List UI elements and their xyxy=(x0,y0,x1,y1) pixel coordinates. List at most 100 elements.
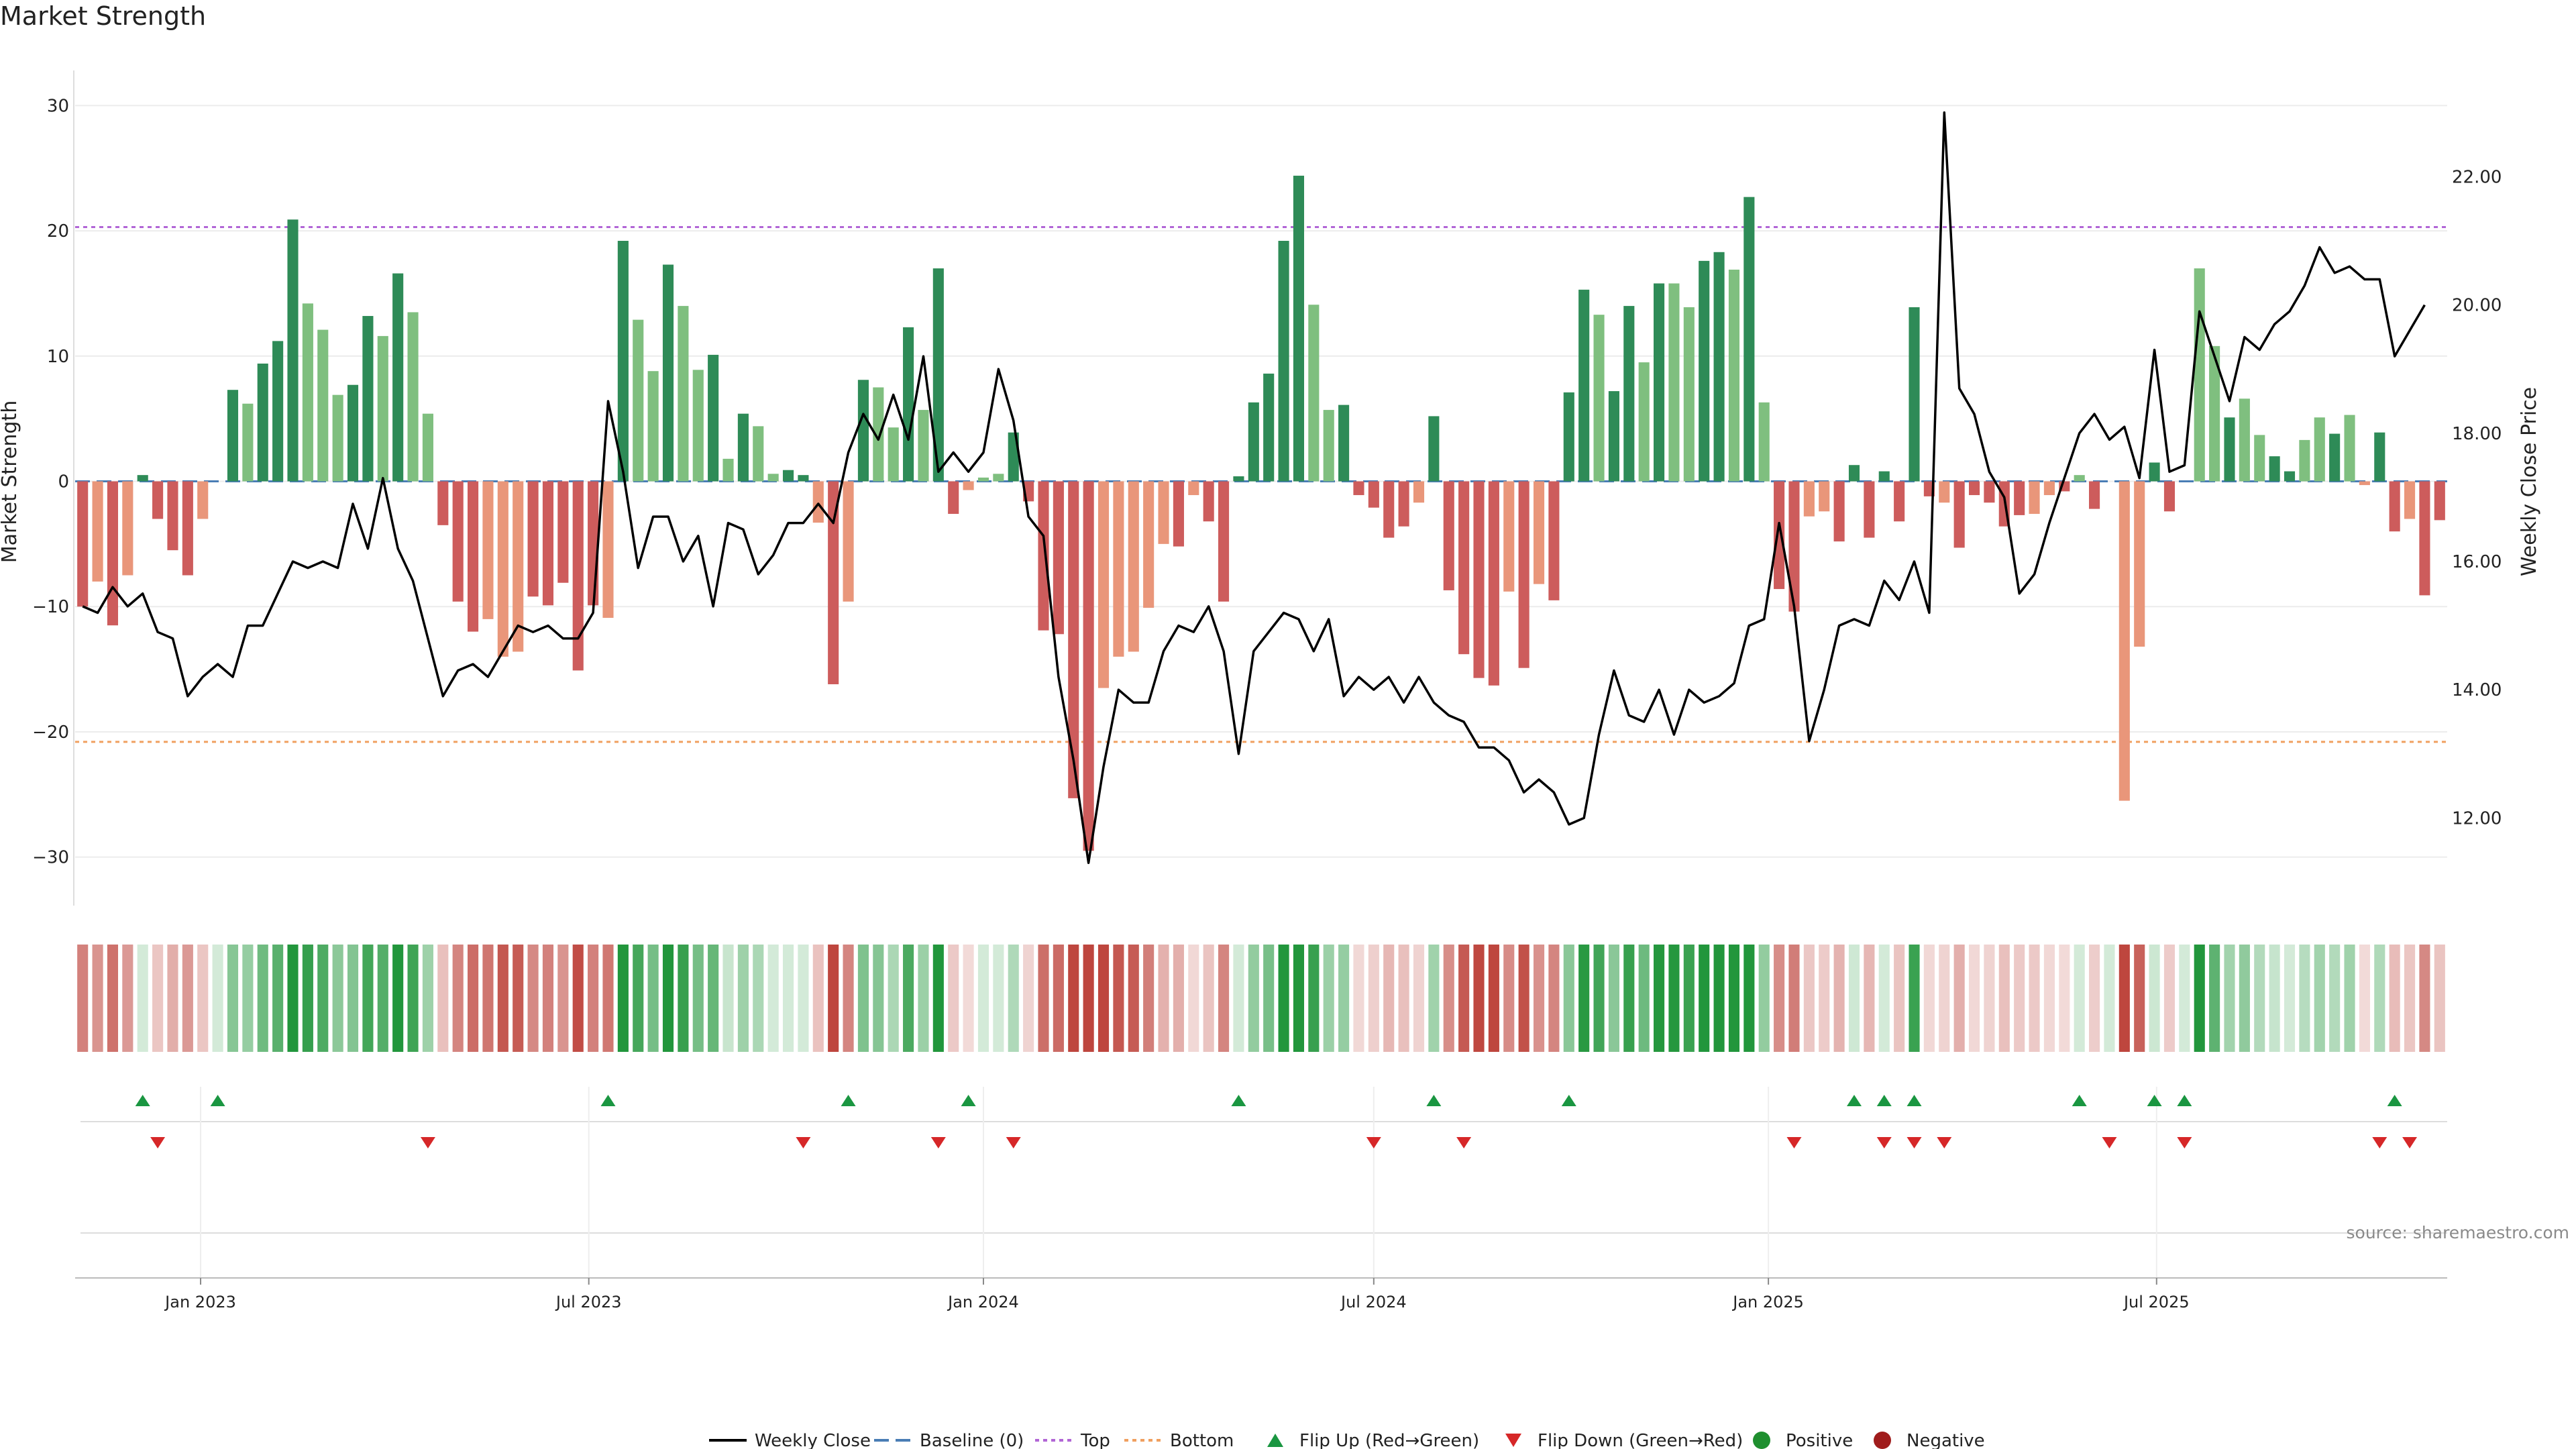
heat-cell xyxy=(1008,945,1019,1052)
strength-bar xyxy=(1233,476,1244,482)
heat-cell xyxy=(1578,945,1590,1052)
strength-bar xyxy=(2329,433,2341,482)
heat-cell xyxy=(422,945,433,1052)
heat-cell xyxy=(1338,945,1350,1052)
flip-down-marker xyxy=(796,1137,811,1148)
heat-cell xyxy=(888,945,899,1052)
heat-cell xyxy=(122,945,133,1052)
heat-cell xyxy=(1819,945,1830,1052)
strength-bar xyxy=(1383,481,1395,538)
strength-bar xyxy=(1278,241,1289,482)
heat-cell xyxy=(602,945,614,1052)
y-axis-label-left: Market Strength xyxy=(0,400,21,563)
heat-cell xyxy=(1458,945,1470,1052)
flip-down-marker xyxy=(2177,1137,2192,1148)
flip-up-marker xyxy=(1847,1095,1862,1106)
heat-cell xyxy=(1353,945,1364,1052)
strength-bar xyxy=(1128,481,1139,652)
heat-cell xyxy=(1428,945,1440,1052)
heat-cell xyxy=(437,945,449,1052)
heat-cell xyxy=(1548,945,1560,1052)
strength-bar xyxy=(753,426,764,482)
heat-cell xyxy=(1473,945,1485,1052)
heat-cell xyxy=(1443,945,1454,1052)
strength-bar xyxy=(2209,345,2220,482)
strength-bar xyxy=(2434,481,2445,521)
weekly-close-line xyxy=(82,111,2426,865)
strength-bar xyxy=(1758,402,1770,482)
strength-bar xyxy=(347,384,359,482)
strength-bar xyxy=(647,371,659,482)
flip-down-marker xyxy=(420,1137,435,1148)
strength-bar xyxy=(1533,481,1545,584)
flip-down-marker xyxy=(930,1137,946,1148)
y-tick-label-left: 10 xyxy=(47,347,69,367)
strength-bar xyxy=(1608,391,1619,482)
heat-cell xyxy=(782,945,794,1052)
strength-bar xyxy=(948,481,959,515)
heat-cell xyxy=(227,945,239,1052)
heat-cell xyxy=(2059,945,2070,1052)
heat-cell xyxy=(737,945,749,1052)
strength-bar xyxy=(1894,481,1905,522)
heat-cell xyxy=(1923,945,1935,1052)
legend-label: Baseline (0) xyxy=(920,1431,1024,1449)
heat-cell xyxy=(1668,945,1680,1052)
legend-label: Top xyxy=(1080,1431,1110,1449)
heat-cell xyxy=(242,945,254,1052)
strength-bar xyxy=(1968,481,1980,496)
strength-bar xyxy=(873,387,884,482)
strength-bar xyxy=(1188,481,1199,496)
strength-bar xyxy=(617,241,629,482)
heat-cell xyxy=(1953,945,1965,1052)
y-tick-label-left: −10 xyxy=(32,597,69,617)
strength-bar xyxy=(1728,269,1740,482)
flip-up-marker xyxy=(1876,1095,1892,1106)
flip-down-marker xyxy=(2102,1137,2117,1148)
heat-cell xyxy=(272,945,284,1052)
heat-cell xyxy=(1833,945,1845,1052)
strength-bar xyxy=(1848,465,1860,482)
strength-bar xyxy=(1473,481,1485,678)
strength-bar xyxy=(1909,307,1920,482)
heat-cell xyxy=(722,945,734,1052)
flip-up-marker xyxy=(1907,1095,1922,1106)
heat-cell xyxy=(1203,945,1214,1052)
axes: −30 −20 −10 0 10 20 30 12.00 14.00 16.00 18.00 20.0… xyxy=(0,70,2541,906)
strength-bar xyxy=(1398,481,1409,527)
heat-cell xyxy=(2029,945,2040,1052)
legend-swatch-dot xyxy=(1753,1432,1770,1449)
strength-bar xyxy=(1053,481,1064,635)
heat-cell xyxy=(1743,945,1755,1052)
x-tick-label: Jan 2025 xyxy=(1731,1293,1804,1311)
heat-cell xyxy=(137,945,148,1052)
strength-bar xyxy=(782,470,794,482)
flip-up-marker xyxy=(135,1095,150,1106)
strength-bar xyxy=(1953,481,1965,548)
heat-cell xyxy=(1413,945,1425,1052)
strength-bar xyxy=(107,481,119,626)
strength-bar xyxy=(77,481,89,607)
heat-cell xyxy=(1488,945,1499,1052)
source-note: source: sharemaestro.com xyxy=(2346,1223,2570,1242)
strength-bar xyxy=(1774,481,1785,590)
heat-cell xyxy=(347,945,359,1052)
strength-bar xyxy=(1173,481,1184,547)
flip-up-marker xyxy=(2147,1095,2162,1106)
heat-cell xyxy=(1774,945,1785,1052)
heat-cell xyxy=(633,945,644,1052)
heat-cell xyxy=(993,945,1004,1052)
legend-label: Flip Up (Red→Green) xyxy=(1299,1431,1479,1449)
heat-cell xyxy=(1053,945,1064,1052)
heat-cell xyxy=(1143,945,1155,1052)
heat-cell xyxy=(1038,945,1049,1052)
strength-bar xyxy=(1338,405,1350,482)
heat-cell xyxy=(1308,945,1320,1052)
heat-cell xyxy=(2163,945,2176,1052)
strength-bar xyxy=(1623,306,1635,482)
strength-bar xyxy=(1263,373,1275,482)
strength-bar xyxy=(1668,283,1680,482)
strength-bar xyxy=(152,481,164,519)
heat-cell xyxy=(2118,945,2130,1052)
strength-bar xyxy=(242,403,254,482)
